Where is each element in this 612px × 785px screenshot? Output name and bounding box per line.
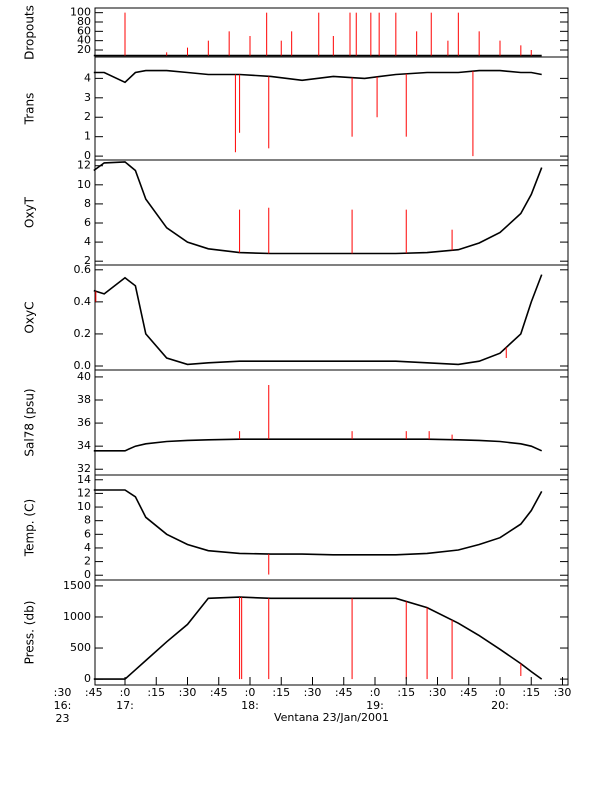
- x-tick-label: :30: [179, 686, 197, 699]
- y-tick-label: 0: [84, 672, 91, 685]
- y-axis-label: OxyC: [23, 301, 37, 333]
- x-tick-label: :30: [554, 686, 572, 699]
- x-tick-label: :15: [272, 686, 290, 699]
- x-hour-label: 20:: [491, 699, 509, 712]
- y-tick-label: 100: [70, 6, 91, 19]
- y-tick-label: 1000: [63, 610, 91, 623]
- y-tick-label: 4: [84, 235, 91, 248]
- x-tick-label: :15: [397, 686, 415, 699]
- y-tick-label: 40: [77, 370, 91, 383]
- data-line: [93, 596, 543, 680]
- data-line: [93, 274, 543, 366]
- y-tick-label: 0.0: [74, 359, 92, 372]
- y-tick-label: 2: [84, 254, 91, 267]
- x-tick-label: :0: [370, 686, 381, 699]
- y-tick-label: 12: [77, 486, 91, 499]
- y-tick-label: 0.2: [74, 327, 92, 340]
- data-line: [93, 161, 543, 255]
- x-tick-label: :15: [522, 686, 540, 699]
- y-tick-label: 80: [77, 15, 91, 28]
- y-tick-label: 0: [84, 149, 91, 162]
- y-tick-label: 12: [77, 159, 91, 172]
- y-axis-label: Press. (db): [23, 601, 37, 665]
- y-tick-label: 20: [77, 43, 91, 56]
- x-hour-label: 18:: [241, 699, 259, 712]
- y-tick-label: 0: [84, 568, 91, 581]
- x-tick-label: :45: [210, 686, 228, 699]
- y-axis-label: Trans: [23, 93, 37, 126]
- y-tick-label: 60: [77, 24, 91, 37]
- y-tick-label: 2: [84, 555, 91, 568]
- x-tick-label: :30: [54, 686, 72, 699]
- y-tick-label: 0.4: [74, 295, 92, 308]
- y-tick-label: 10: [77, 178, 91, 191]
- y-tick-label: 40: [77, 34, 91, 47]
- x-tick-label: :30: [429, 686, 447, 699]
- y-axis-label: OxyT: [23, 196, 37, 228]
- x-day-label: 23: [56, 712, 70, 725]
- x-tick-label: :0: [495, 686, 506, 699]
- x-hour-label: 17:: [116, 699, 134, 712]
- x-axis-title: Ventana 23/Jan/2001: [274, 711, 389, 724]
- y-tick-label: 10: [77, 500, 91, 513]
- data-line: [93, 489, 543, 556]
- y-axis-label: Sal78 (psu): [23, 388, 37, 456]
- y-tick-label: 3: [84, 91, 91, 104]
- y-tick-label: 500: [70, 641, 91, 654]
- y-tick-label: 1500: [63, 579, 91, 592]
- data-line: [93, 438, 543, 452]
- y-tick-label: 4: [84, 71, 91, 84]
- x-tick-label: :45: [335, 686, 353, 699]
- y-tick-label: 1: [84, 130, 91, 143]
- y-tick-label: 34: [77, 439, 91, 452]
- y-axis-label: Temp. (C): [23, 499, 37, 557]
- y-tick-label: 8: [84, 514, 91, 527]
- panel-frame: [94, 474, 569, 581]
- panel-frame: [94, 56, 569, 161]
- y-tick-label: 14: [77, 473, 91, 486]
- x-tick-label: :30: [304, 686, 322, 699]
- x-tick-label: :45: [85, 686, 103, 699]
- x-tick-label: :15: [147, 686, 165, 699]
- y-tick-label: 6: [84, 527, 91, 540]
- y-tick-label: 0.6: [74, 263, 92, 276]
- y-axis-label: Dropouts: [23, 5, 37, 60]
- x-tick-label: :0: [120, 686, 131, 699]
- x-hour-label: 16:: [54, 699, 72, 712]
- panel-frame: [94, 159, 569, 266]
- data-line: [93, 69, 542, 84]
- y-tick-label: 8: [84, 197, 91, 210]
- panel-frame: [94, 579, 569, 686]
- panel-frame: [94, 369, 569, 476]
- y-tick-label: 36: [77, 416, 91, 429]
- y-tick-label: 6: [84, 216, 91, 229]
- y-tick-label: 38: [77, 393, 91, 406]
- y-tick-label: 2: [84, 110, 91, 123]
- x-tick-label: :0: [245, 686, 256, 699]
- x-hour-label: 19:: [366, 699, 384, 712]
- y-tick-label: 32: [77, 462, 91, 475]
- panel-frame: [94, 7, 569, 58]
- y-tick-label: 4: [84, 541, 91, 554]
- x-tick-label: :45: [460, 686, 478, 699]
